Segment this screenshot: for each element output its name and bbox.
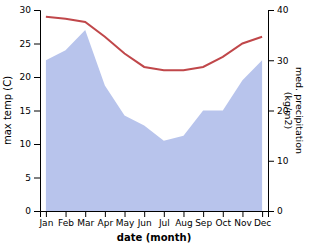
tick: 20 bbox=[20, 72, 40, 82]
tick-label: Aug bbox=[175, 218, 193, 228]
tick: Aug bbox=[175, 211, 193, 228]
tick-label: 10 bbox=[277, 156, 289, 166]
tick-label: 0 bbox=[277, 206, 283, 216]
tick-label: 0 bbox=[25, 206, 31, 216]
tick-mark bbox=[34, 144, 40, 145]
tick: May bbox=[116, 211, 135, 228]
y2-axis-title-line: med. precipitation bbox=[294, 67, 305, 154]
tick: Dec bbox=[254, 211, 271, 228]
tick-label: 10 bbox=[20, 139, 32, 149]
tick-mark bbox=[34, 44, 40, 45]
tick-mark bbox=[203, 211, 204, 217]
tick: Jan bbox=[38, 211, 53, 228]
tick: Jul bbox=[158, 211, 170, 228]
tick: 10 bbox=[268, 156, 289, 166]
tick-mark bbox=[223, 211, 224, 217]
tick-mark bbox=[34, 211, 40, 212]
tick: Feb bbox=[58, 211, 74, 228]
temperature-line bbox=[46, 17, 262, 71]
precipitation-area bbox=[46, 30, 262, 211]
tick: Mar bbox=[77, 211, 94, 228]
axis-line bbox=[34, 11, 41, 212]
tick-label: Dec bbox=[254, 218, 271, 228]
tick-mark bbox=[85, 211, 86, 217]
tick-label: 20 bbox=[20, 72, 32, 82]
chart: Jan FebMar AprMayJun Jul AugSep OctNovDec 0 5 10… bbox=[0, 0, 318, 247]
y-axis: 0 5 10 15 20 25 30 bbox=[20, 5, 41, 216]
tick-label: May bbox=[116, 218, 135, 228]
tick-mark bbox=[144, 211, 145, 217]
tick-label: Feb bbox=[58, 218, 74, 228]
tick: 5 bbox=[25, 173, 40, 183]
tick-mark bbox=[268, 111, 274, 112]
x-axis-title: date (month) bbox=[117, 232, 191, 243]
tick: 0 bbox=[268, 206, 283, 216]
tick-mark bbox=[268, 211, 274, 212]
x-axis: Jan FebMar AprMayJun Jul AugSep OctNovDec bbox=[38, 211, 271, 228]
tick-label: Sep bbox=[195, 218, 212, 228]
y2-axis-title-line: (kg/m2) bbox=[283, 92, 294, 129]
tick: Oct bbox=[216, 211, 232, 228]
tick-mark bbox=[125, 211, 126, 217]
tick: 30 bbox=[20, 5, 40, 15]
tick-label: Jan bbox=[38, 218, 53, 228]
tick: 10 bbox=[20, 139, 40, 149]
tick-mark bbox=[268, 161, 274, 162]
tick-mark bbox=[34, 10, 40, 11]
tick-label: 25 bbox=[20, 39, 31, 49]
tick-mark bbox=[66, 211, 67, 217]
tick-mark bbox=[46, 211, 47, 217]
tick-label: Oct bbox=[216, 218, 232, 228]
y-axis-title: max temp (C) bbox=[2, 76, 13, 145]
tick: 30 bbox=[268, 56, 289, 66]
tick-label: Apr bbox=[98, 218, 114, 228]
tick: 15 bbox=[20, 106, 40, 116]
axis-line bbox=[41, 212, 269, 218]
tick: 25 bbox=[20, 39, 40, 49]
tick-label: 30 bbox=[20, 5, 32, 15]
tick-mark bbox=[268, 10, 274, 11]
tick-mark bbox=[34, 111, 40, 112]
tick-mark bbox=[34, 178, 40, 179]
tick-mark bbox=[34, 77, 40, 78]
tick: Apr bbox=[98, 211, 114, 228]
tick-mark bbox=[105, 211, 106, 217]
tick-label: 5 bbox=[25, 173, 31, 183]
tick: Nov bbox=[234, 211, 252, 228]
tick-label: Jul bbox=[158, 218, 170, 228]
tick-mark bbox=[164, 211, 165, 217]
tick-mark bbox=[183, 211, 184, 217]
tick-label: 15 bbox=[20, 106, 31, 116]
tick-mark bbox=[268, 60, 274, 61]
tick-label: Jun bbox=[137, 218, 152, 228]
tick: Sep bbox=[195, 211, 212, 228]
tick-mark bbox=[242, 211, 243, 217]
tick-label: 30 bbox=[277, 56, 289, 66]
tick: 0 bbox=[25, 206, 40, 216]
tick-mark bbox=[262, 211, 263, 217]
axis-line bbox=[269, 11, 275, 212]
tick-label: Nov bbox=[234, 218, 252, 228]
tick: Jun bbox=[137, 211, 152, 228]
marks bbox=[46, 17, 262, 211]
tick: 40 bbox=[268, 5, 289, 15]
plot: Jan FebMar AprMayJun Jul AugSep OctNovDec 0 5 10… bbox=[20, 5, 289, 228]
tick-label: Mar bbox=[77, 218, 94, 228]
y2-axis-title: med. precipitation(kg/m2) bbox=[283, 67, 305, 154]
tick-label: 40 bbox=[277, 5, 289, 15]
